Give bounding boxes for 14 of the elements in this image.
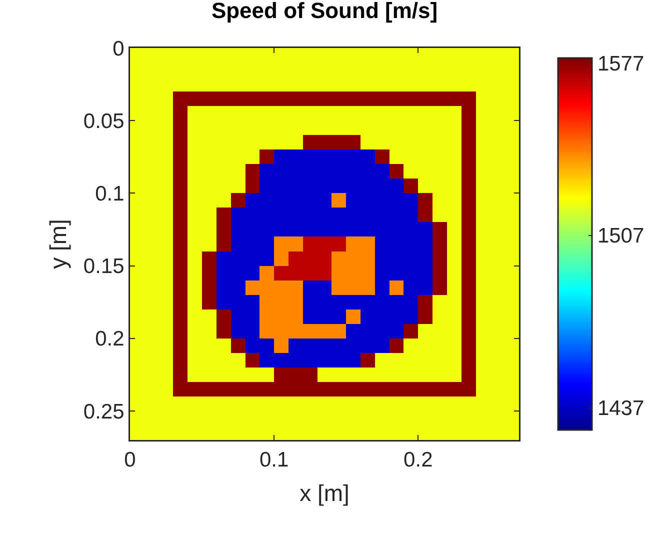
y-tick-label: 0.05 — [83, 110, 124, 133]
chart-title: Speed of Sound [m/s] — [211, 0, 438, 24]
y-axis-title: y [m] — [45, 219, 72, 269]
color-bar-label: 1577 — [597, 52, 644, 76]
y-tick-label: 0 — [112, 37, 124, 60]
y-tick-label: 0.2 — [95, 328, 124, 351]
x-tick-label: 0.2 — [404, 448, 433, 472]
color-bar-label: 1507 — [597, 224, 644, 248]
y-tick-label: 0.1 — [95, 182, 124, 206]
y-tick-label: 0.25 — [83, 400, 124, 424]
x-axis-title: x [m] — [300, 480, 350, 506]
y-tick-label: 0.15 — [83, 255, 124, 278]
x-tick-label: 0.1 — [259, 448, 289, 472]
color-bar-label: 1437 — [597, 397, 644, 420]
